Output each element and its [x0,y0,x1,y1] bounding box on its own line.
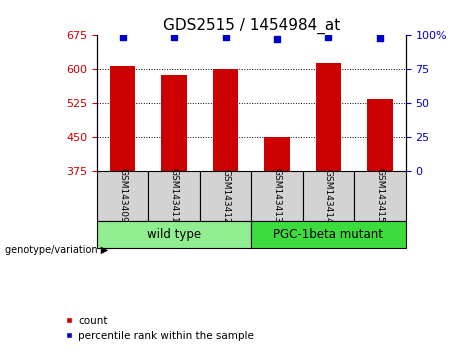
Bar [148,171,200,221]
Title: GDS2515 / 1454984_at: GDS2515 / 1454984_at [163,18,340,34]
Point [119,34,126,40]
Text: GSM143414: GSM143414 [324,169,333,223]
Text: GSM143413: GSM143413 [272,169,282,223]
Text: GSM143415: GSM143415 [375,169,384,223]
Bar [97,171,148,221]
Point [273,36,281,42]
Bar [161,75,187,171]
Bar [110,66,136,171]
Bar [303,171,354,221]
Point [222,34,229,40]
Text: wild type: wild type [147,228,201,241]
Bar [200,171,251,221]
Bar [251,171,303,221]
Text: genotype/variation ▶: genotype/variation ▶ [5,245,108,255]
Legend: count, percentile rank within the sample: count, percentile rank within the sample [60,312,258,345]
Point [171,34,178,40]
Point [325,34,332,40]
Bar [354,171,406,221]
Bar [367,99,393,171]
Text: PGC-1beta mutant: PGC-1beta mutant [273,228,384,241]
Bar [264,137,290,171]
Bar [251,221,406,248]
Bar [97,221,251,248]
Point [376,35,384,41]
Text: GSM143409: GSM143409 [118,169,127,223]
Bar [316,63,341,171]
Text: GSM143411: GSM143411 [170,169,178,223]
Text: GSM143412: GSM143412 [221,169,230,223]
Bar [213,69,238,171]
